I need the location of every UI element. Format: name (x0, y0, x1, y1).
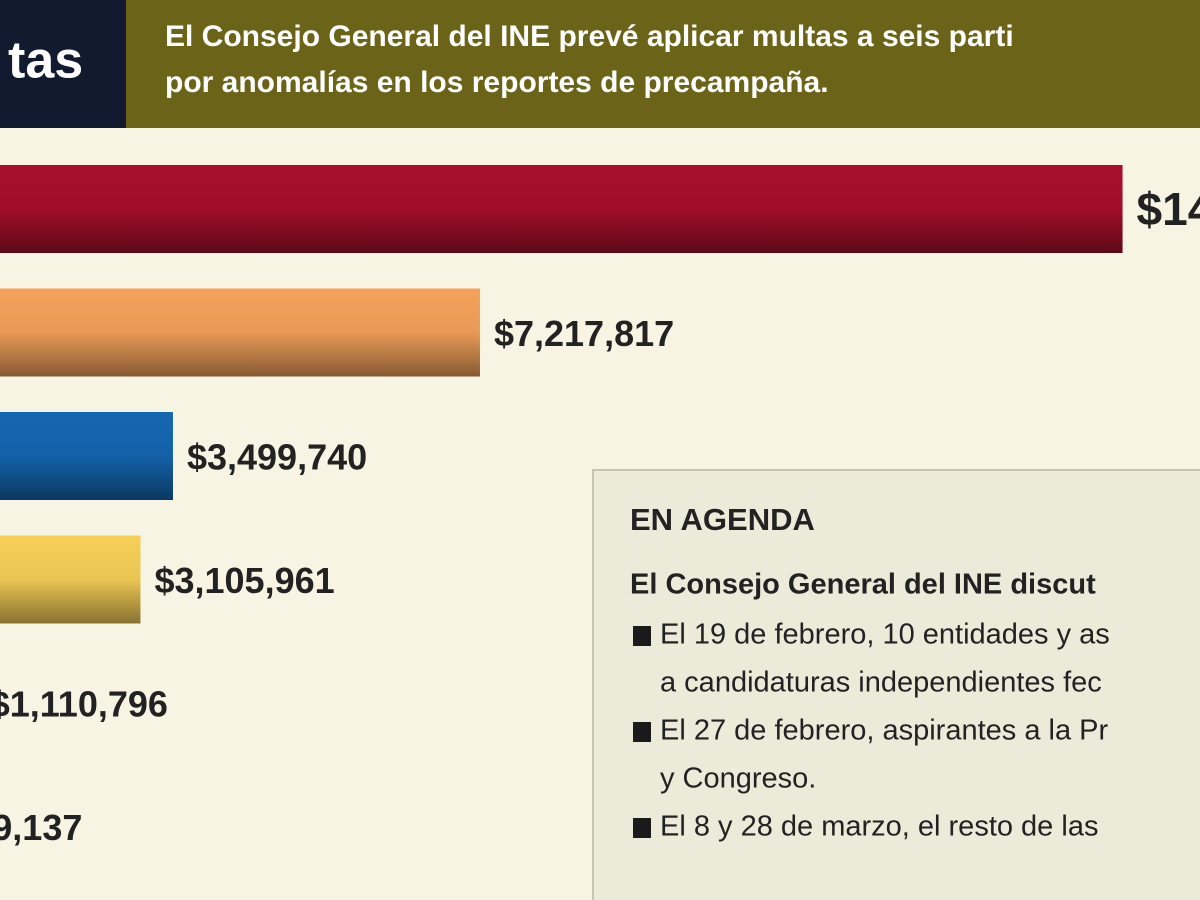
bar-shade (0, 535, 141, 624)
bullet (633, 722, 651, 742)
agenda-item: El 19 de febrero, 10 entidades y as (660, 619, 1110, 651)
agenda-lead: El Consejo General del INE discut (630, 569, 1096, 601)
agenda-box (592, 469, 1200, 900)
value-label: 99,137 (0, 807, 82, 848)
chart-title: tas (8, 32, 83, 90)
title-box (0, 0, 126, 128)
subtitle-band (126, 0, 1200, 128)
value-label: $14 (1137, 183, 1200, 235)
value-label: $1,110,796 (0, 684, 168, 725)
value-label: $3,105,961 (154, 560, 334, 601)
agenda-item: El 8 y 28 de marzo, el resto de las (660, 811, 1098, 843)
bullet (633, 626, 651, 646)
value-label: $3,499,740 (187, 437, 367, 478)
value-label: $7,217,817 (494, 313, 674, 354)
agenda-item: El 27 de febrero, aspirantes a la Pr (660, 715, 1108, 747)
agenda-heading: EN AGENDA (630, 502, 815, 537)
bar-shade (0, 288, 480, 377)
subtitle: El Consejo General del INE prevé aplicar… (165, 20, 1014, 53)
bar-shade (0, 412, 173, 500)
agenda-item: a candidaturas independientes fec (660, 667, 1102, 699)
bullet (633, 818, 651, 838)
bar-shade (0, 165, 1123, 253)
subtitle: por anomalías en los reportes de precamp… (165, 66, 829, 99)
agenda-item: y Congreso. (660, 763, 816, 795)
